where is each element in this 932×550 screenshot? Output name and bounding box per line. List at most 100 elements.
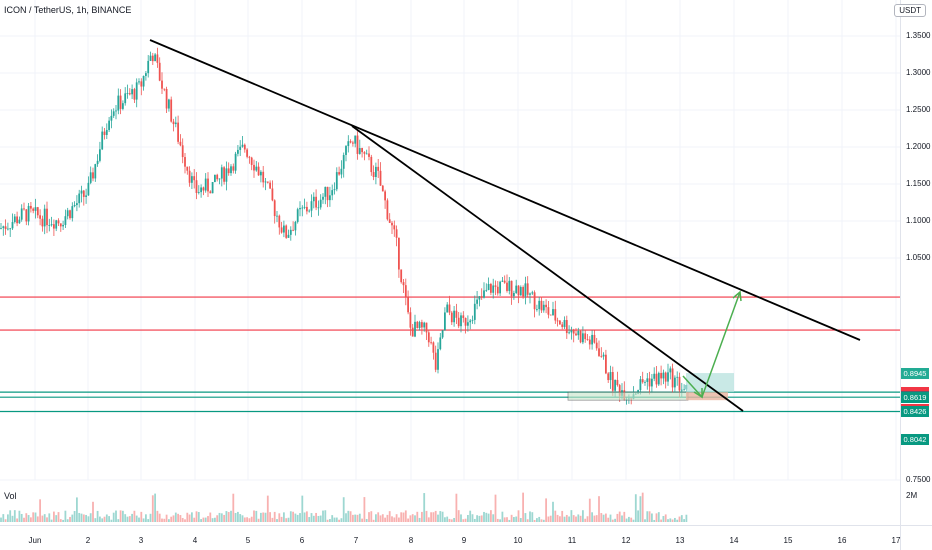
volume-bar <box>197 512 200 522</box>
candle-body <box>575 333 577 336</box>
volume-bar <box>326 519 329 522</box>
candle-body <box>524 283 527 297</box>
candle-body <box>674 377 676 388</box>
volume-bar <box>0 517 2 522</box>
candle-body <box>138 81 140 83</box>
volume-bar <box>384 517 386 522</box>
volume-bar <box>538 516 541 522</box>
volume-bar <box>220 513 223 522</box>
volume-bar <box>53 511 55 522</box>
date-tick-label: 3 <box>138 536 144 545</box>
candle-body <box>662 372 665 379</box>
volume-bar <box>427 517 430 522</box>
volume-bar <box>568 516 570 522</box>
volume-bar <box>368 512 370 522</box>
candle-body <box>444 312 446 331</box>
volume-bar <box>593 515 596 522</box>
date-tick-label: 6 <box>299 536 305 545</box>
volume-bar <box>349 511 352 522</box>
volume-bar <box>331 515 334 522</box>
volume-bar <box>269 512 271 522</box>
volume-bar <box>209 512 212 522</box>
candle-body <box>501 280 504 282</box>
candle-body <box>432 342 435 353</box>
volume-bar <box>409 515 412 522</box>
volume-bar <box>490 510 492 522</box>
volume-bar <box>625 518 628 522</box>
candle-body <box>322 196 324 200</box>
volume-bar <box>683 519 685 522</box>
volume-bar <box>165 514 168 522</box>
candle-body <box>211 182 214 194</box>
volume-bar <box>669 518 672 522</box>
candle-body <box>257 166 260 176</box>
volume-bar <box>526 519 529 522</box>
volume-bar <box>621 515 623 522</box>
volume-bar <box>381 514 384 522</box>
candle-body <box>533 292 536 310</box>
price-tick-label: 0.7500 <box>906 475 931 484</box>
volume-bar <box>513 517 515 522</box>
volume-bar <box>294 513 297 522</box>
candle-body <box>135 82 138 100</box>
volume-bar <box>644 519 646 522</box>
volume-bar <box>605 513 607 522</box>
candle-body <box>87 182 90 196</box>
candle-body <box>239 146 242 150</box>
price-tick-label: 1.3000 <box>906 68 931 77</box>
candle-body <box>464 317 467 326</box>
volume-bar <box>126 516 129 522</box>
volume-bar <box>522 492 524 522</box>
candle-body <box>32 208 35 211</box>
candle-body <box>678 376 681 391</box>
currency-badge[interactable]: USDT <box>894 4 926 17</box>
volume-bar <box>158 513 161 522</box>
candle-body <box>391 222 393 226</box>
candle-body <box>485 289 488 291</box>
volume-bar <box>483 511 485 522</box>
candle-body <box>611 372 614 391</box>
volume-bar <box>46 517 48 522</box>
candle-body <box>319 199 322 208</box>
candle-body <box>241 144 244 147</box>
date-tick-label: 16 <box>837 536 847 545</box>
candle-body <box>246 149 248 157</box>
candle-body <box>62 224 64 227</box>
date-tick-label: 8 <box>408 536 414 545</box>
volume-bar <box>117 519 120 522</box>
candle-body <box>264 181 267 183</box>
candle-body <box>76 203 78 206</box>
volume-bar <box>128 516 131 522</box>
volume-bar <box>230 510 232 522</box>
candle-body <box>446 304 449 313</box>
volume-bar <box>273 511 276 522</box>
volume-bar <box>110 519 113 522</box>
volume-bar <box>655 513 658 522</box>
volume-bar <box>533 519 536 522</box>
volume-bar <box>524 513 527 522</box>
candle-body <box>600 355 603 357</box>
volume-bar <box>678 516 681 522</box>
volume-bar <box>78 512 81 522</box>
volume-bar <box>94 518 97 522</box>
volume-bar <box>623 511 626 522</box>
candle-body <box>179 141 182 146</box>
candle-body <box>170 99 173 122</box>
volume-bar <box>142 518 145 522</box>
volume-bar <box>641 492 644 522</box>
volume-bar <box>138 517 140 522</box>
volume-bar <box>595 515 598 522</box>
volume-bar <box>680 515 683 522</box>
volume-bar <box>329 519 331 522</box>
volume-bar <box>503 517 506 522</box>
volume-bar <box>306 511 308 522</box>
price-tick-label: 1.1000 <box>906 216 931 225</box>
candle-body <box>331 190 334 196</box>
candle-body <box>570 330 573 333</box>
volume-bar <box>425 510 428 522</box>
price-marker-label: 0.8619 <box>901 391 929 403</box>
volume-bar <box>347 510 350 522</box>
candle-body <box>34 207 37 211</box>
